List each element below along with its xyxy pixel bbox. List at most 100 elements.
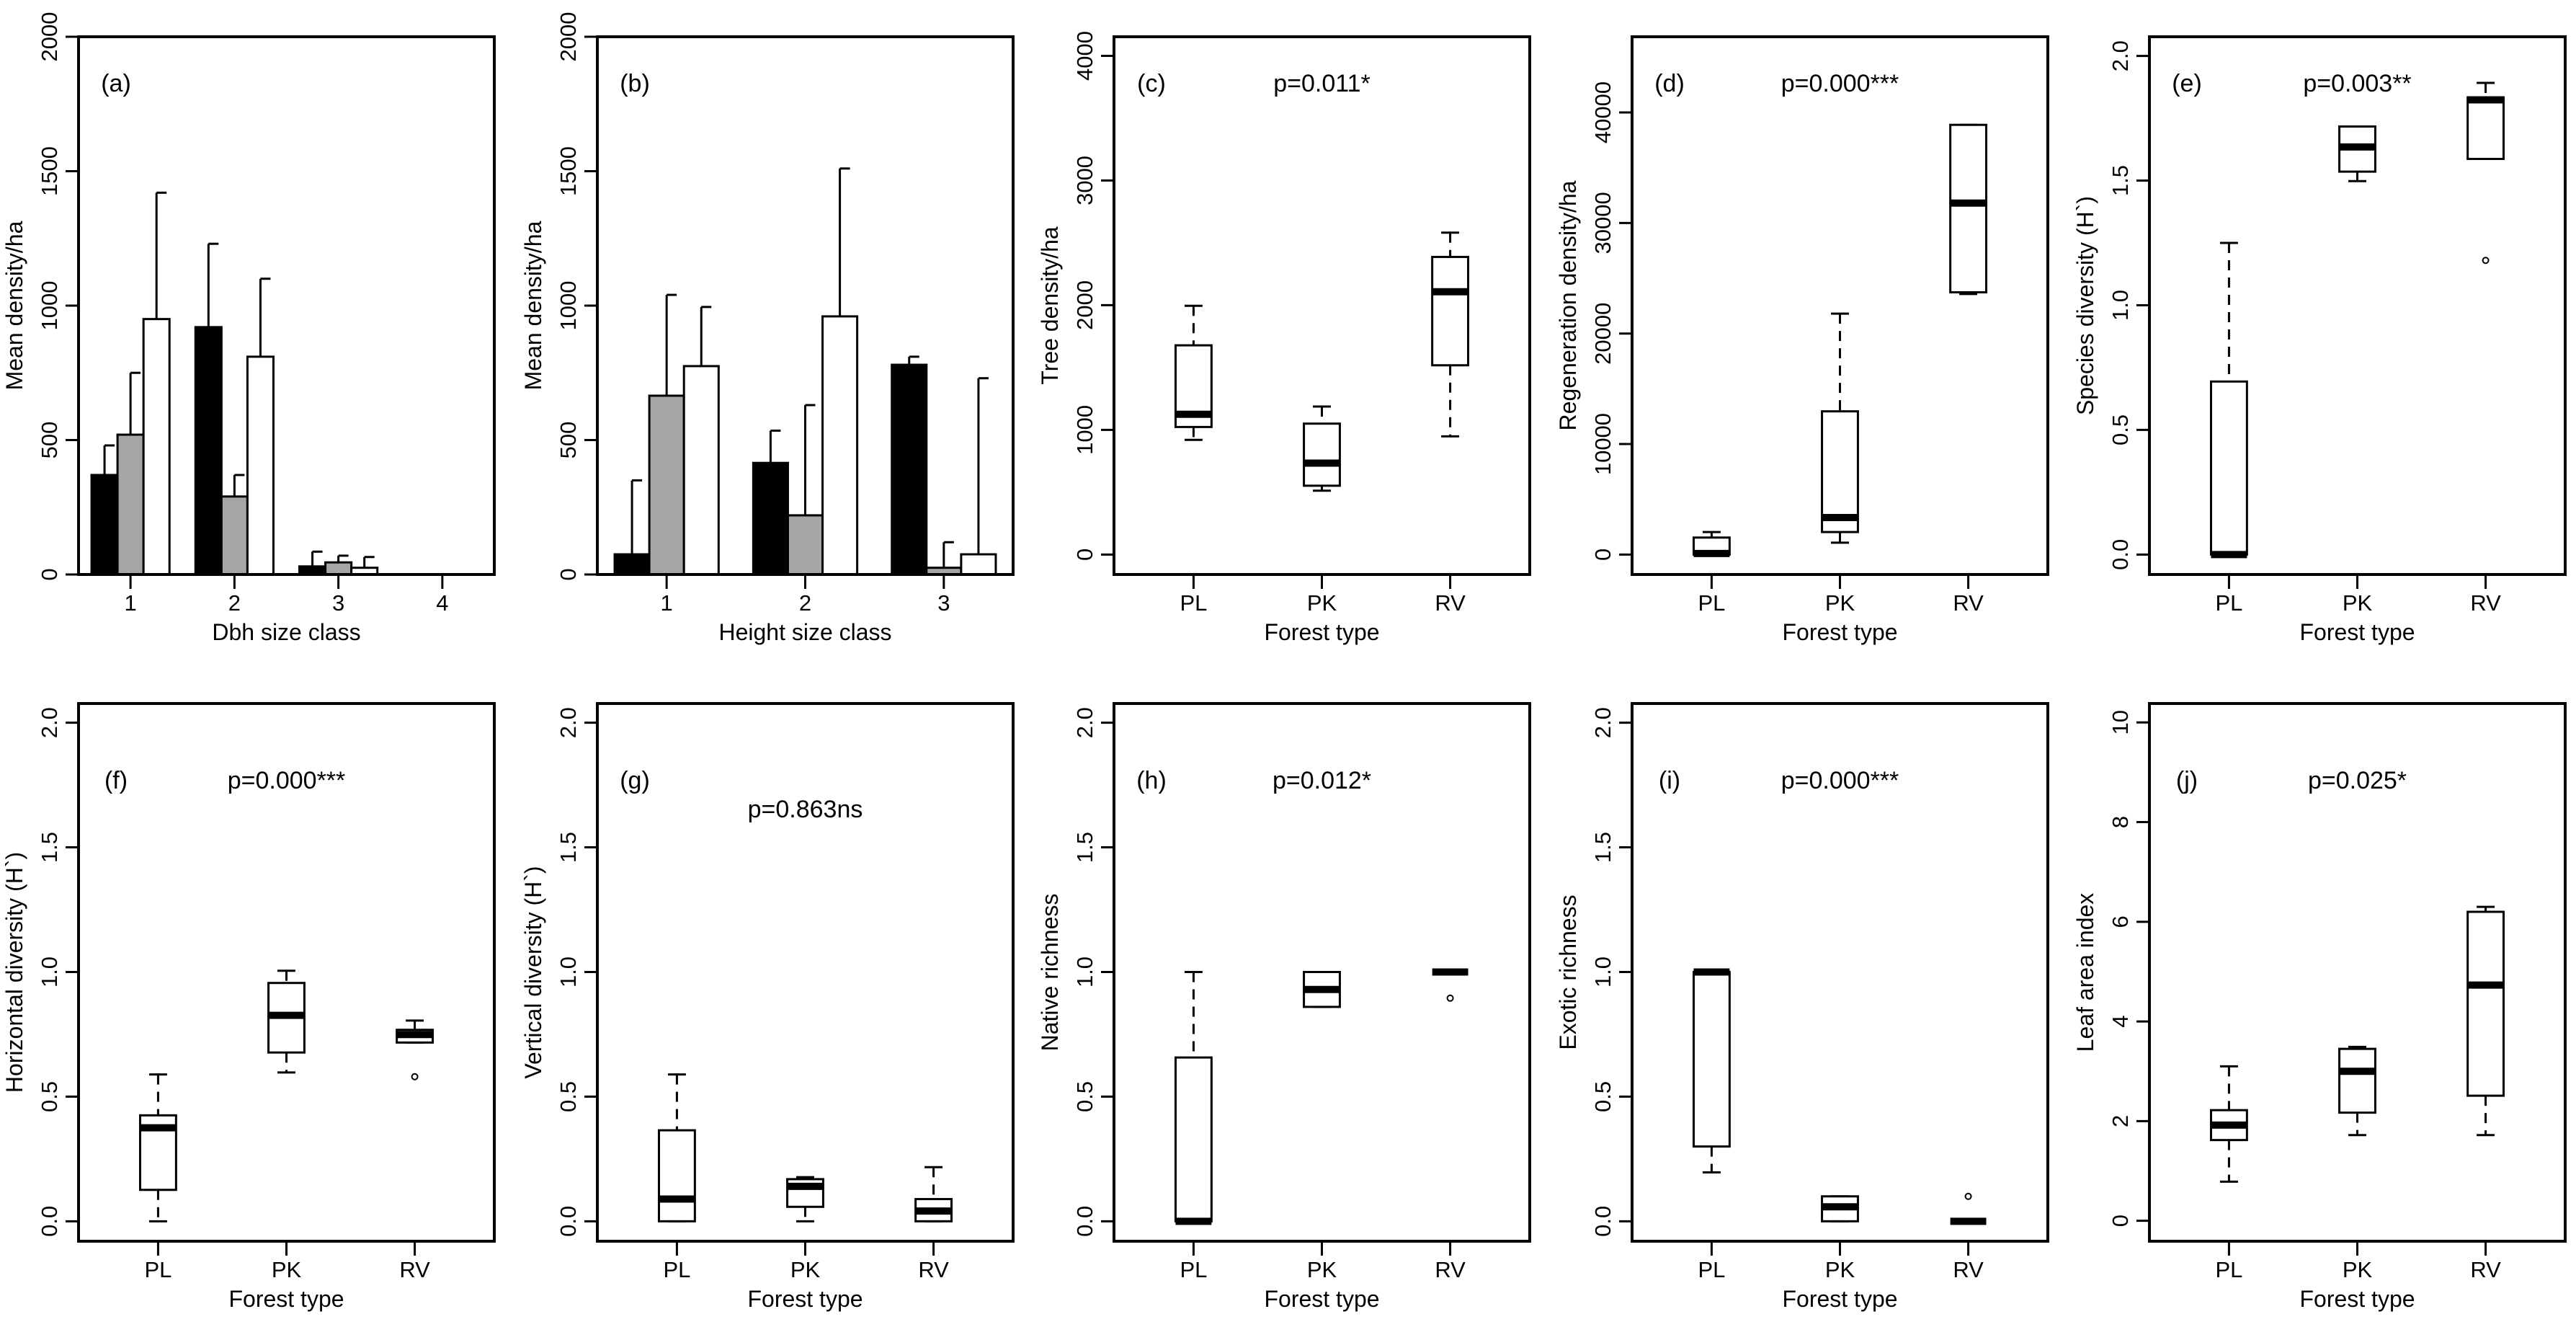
plot-frame	[2148, 702, 2567, 1243]
y-tick-label: 3000	[1072, 156, 1097, 205]
y-tick-label: 0.5	[2108, 414, 2133, 445]
plot-frame	[77, 702, 496, 1243]
y-tick-label: 1.0	[556, 957, 581, 988]
y-tick-label: 500	[37, 422, 62, 459]
plot-frame	[1631, 702, 2049, 1243]
panel-h: 0.0 0.5 1.0 1.5 2.0 Native richness Forest typ…	[1037, 702, 1531, 1312]
iqr-box	[2466, 910, 2505, 1097]
y-axis-label: Vertical diversity (H`)	[520, 866, 546, 1078]
x-tick-label: PK	[1825, 1257, 1855, 1282]
boxplot-PK	[2338, 125, 2376, 182]
iqr-box	[1821, 410, 1859, 533]
plot-frame	[596, 702, 1015, 1243]
y-tick-label: 0.5	[37, 1081, 62, 1112]
boxplot-RV	[1431, 231, 1470, 438]
x-tick-label: PL	[144, 1257, 171, 1282]
panel-g: 0.0 0.5 1.0 1.5 2.0 Vertical diversity (H`) Fo…	[520, 702, 1015, 1312]
y-tick-label: 2000	[556, 12, 581, 62]
panel-label: (c)	[1137, 70, 1166, 97]
x-tick-label: PL	[2215, 1257, 2242, 1282]
boxplot-PL	[2209, 1065, 2248, 1183]
iqr-box	[1692, 970, 1731, 1148]
y-tick-label: 2.0	[556, 707, 581, 738]
x-tick-label: RV	[2470, 1257, 2501, 1282]
y-tick-label: 0	[556, 568, 581, 580]
y-tick-label: 0.5	[556, 1081, 581, 1112]
panel-e: 0.0 0.5 1.0 1.5 2.0 Species diversity (H`) For…	[2072, 35, 2567, 645]
y-tick-label: 2.0	[2108, 40, 2133, 71]
boxplot-PL	[2209, 241, 2248, 559]
bar	[648, 394, 685, 576]
y-tick-label: 0	[1072, 549, 1097, 561]
y-tick-label: 0.0	[2108, 539, 2133, 570]
boxplot-RV	[914, 1166, 953, 1222]
x-axis-label: Height size class	[718, 619, 891, 645]
x-tick-label: PL	[1698, 590, 1725, 616]
boxplot-PL	[657, 1073, 696, 1222]
bar	[90, 474, 119, 576]
x-axis-label: Forest type	[1264, 1286, 1379, 1312]
y-axis-label: Leaf area index	[2072, 893, 2098, 1052]
bar	[891, 363, 928, 576]
x-axis-label: Forest type	[228, 1286, 344, 1312]
y-tick-label: 0.0	[1072, 1206, 1097, 1237]
boxplot-PK	[786, 1176, 824, 1222]
x-tick-label: PK	[1825, 590, 1855, 616]
plot-frame	[596, 35, 1015, 576]
boxplot-PK	[1303, 970, 1341, 1008]
x-tick-label: 1	[661, 590, 673, 616]
panel-label: (g)	[620, 767, 650, 794]
y-tick-label: 1.5	[37, 832, 62, 863]
y-tick-label: 2000	[1072, 280, 1097, 330]
p-value-label: p=0.000***	[1781, 767, 1899, 794]
boxplot-PK	[2338, 1045, 2376, 1137]
x-axis-label: Forest type	[1782, 619, 1897, 645]
plot-frame	[2148, 35, 2567, 576]
boxplot-PK	[1821, 312, 1859, 544]
boxplot-PK	[1821, 1195, 1859, 1222]
x-tick-label: PK	[790, 1257, 821, 1282]
y-tick-label: 30000	[1590, 192, 1615, 254]
y-tick-label: 10000	[1590, 413, 1615, 475]
outlier-point	[1446, 994, 1454, 1002]
y-tick-label: 1.0	[1072, 957, 1097, 988]
y-tick-label: 4	[2108, 1015, 2133, 1027]
y-tick-label: 2.0	[37, 707, 62, 738]
bar	[142, 318, 171, 576]
plot-frame	[1113, 702, 1531, 1243]
y-tick-label: 1.0	[2108, 290, 2133, 321]
y-tick-label: 10	[2108, 710, 2133, 734]
p-value-label: p=0.000***	[228, 767, 346, 794]
x-tick-label: PL	[1180, 590, 1207, 616]
boxplot-PL	[1174, 970, 1213, 1225]
outlier-point	[411, 1073, 419, 1080]
x-axis-label: Forest type	[2299, 619, 2415, 645]
iqr-box	[2209, 380, 2248, 556]
y-tick-label: 4000	[1072, 31, 1097, 81]
iqr-box	[1431, 255, 1470, 367]
y-axis-label: Regeneration density/ha	[1555, 180, 1581, 430]
x-axis-label: Forest type	[747, 1286, 863, 1312]
panel-label: (i)	[1659, 767, 1680, 794]
x-tick-label: RV	[1953, 1257, 1984, 1282]
x-tick-label: 2	[799, 590, 811, 616]
y-axis-label: Tree density/ha	[1037, 226, 1063, 385]
y-tick-label: 2000	[37, 12, 62, 62]
x-tick-label: 3	[937, 590, 950, 616]
boxplot-RV	[2466, 905, 2505, 1137]
panel-label: (j)	[2176, 767, 2198, 794]
x-tick-label: PK	[1307, 1257, 1337, 1282]
p-value-label: p=0.011*	[1273, 70, 1371, 97]
x-tick-label: PK	[1307, 590, 1337, 616]
y-tick-label: 1000	[37, 281, 62, 331]
y-axis-label: Mean density/ha	[1, 221, 27, 390]
panel-b: 0 500 1000 1500 2000 Mean density/ha Height si…	[520, 12, 1015, 645]
y-tick-label: 8	[2108, 816, 2133, 828]
y-tick-label: 40000	[1590, 81, 1615, 143]
x-tick-label: 2	[228, 590, 241, 616]
y-tick-label: 500	[556, 422, 581, 459]
y-tick-label: 1000	[1072, 405, 1097, 455]
y-tick-label: 1500	[37, 146, 62, 196]
boxplot-RV	[1432, 968, 1469, 1002]
